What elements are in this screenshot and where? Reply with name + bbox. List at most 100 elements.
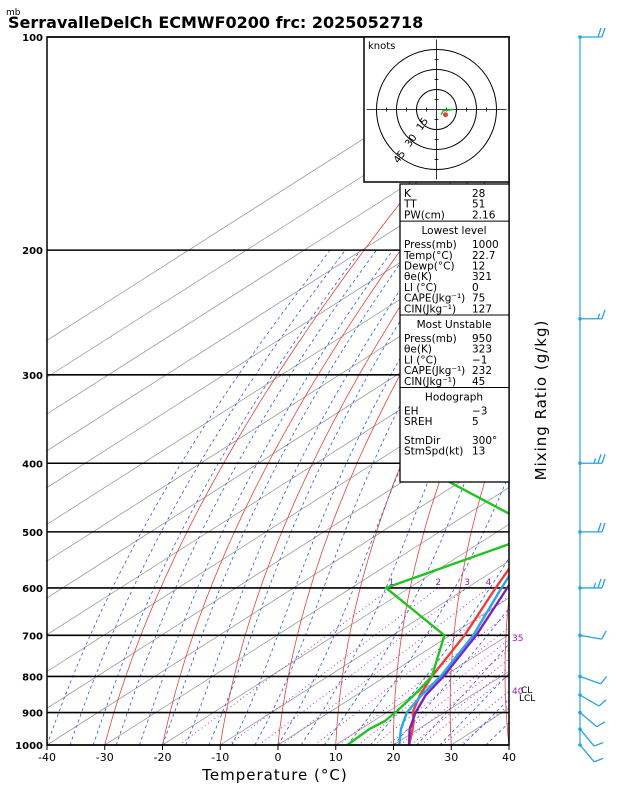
index-value: 1000 xyxy=(472,239,499,251)
index-label: PW(cm) xyxy=(404,209,445,221)
chart-title: SerravalleDelCh ECMWF0200 frc: 202505271… xyxy=(8,13,423,32)
isotherm xyxy=(47,376,509,672)
dry-adiabat xyxy=(162,108,509,745)
wind-barb xyxy=(578,27,606,39)
index-label: CIN(Jkg⁻¹) xyxy=(404,303,456,315)
x-tick-label: 30 xyxy=(444,751,458,764)
dry-adiabat xyxy=(219,149,509,745)
wind-barb xyxy=(578,630,607,640)
x-axis: -40 -30 -20 -10 0 10 20 30 40 xyxy=(38,745,516,764)
isotherm xyxy=(567,37,618,745)
mixing-ratio-line xyxy=(459,704,509,745)
index-label: Temp(°C) xyxy=(403,250,453,262)
indices-section-title: Most Unstable xyxy=(417,319,492,331)
index-label: Press(mb) xyxy=(404,239,457,251)
pressure-unit: mb xyxy=(6,8,21,18)
moist-adiabat xyxy=(462,698,509,745)
index-label: StmSpd(kt) xyxy=(404,446,463,458)
isotherm xyxy=(47,339,509,636)
moist-adiabat xyxy=(508,744,509,745)
index-value: 2.16 xyxy=(472,209,496,221)
moist-adiabat xyxy=(139,249,394,745)
mixing-ratio-label: 3 xyxy=(464,578,470,588)
isotherm xyxy=(47,413,509,709)
profile-line xyxy=(398,574,509,745)
mixing-ratio-line xyxy=(357,627,509,745)
isotherm xyxy=(47,119,509,415)
index-value: 232 xyxy=(472,365,492,377)
background-grid xyxy=(47,37,618,745)
wind-barb xyxy=(578,454,606,466)
wind-barb xyxy=(578,727,604,747)
index-label: Dewp(°C) xyxy=(404,261,455,273)
side-label-40: 40 xyxy=(512,687,524,697)
isotherm xyxy=(47,192,509,488)
indices-section-title: Lowest level xyxy=(421,225,486,237)
index-label: LI (°C) xyxy=(404,354,437,366)
x-tick-label: 40 xyxy=(502,751,516,764)
wind-barb xyxy=(578,710,606,728)
pressure-tick-label: 600 xyxy=(22,584,43,595)
pressure-tick-label: 300 xyxy=(22,371,43,382)
index-value: 13 xyxy=(472,446,485,458)
pressure-tick-label: 100 xyxy=(22,33,43,44)
moist-adiabat xyxy=(254,249,489,745)
mixing-ratio-line xyxy=(228,587,439,745)
mixing-ratio-line xyxy=(441,690,509,745)
index-value: 5 xyxy=(472,416,479,428)
mixing-ratio-label: 4 xyxy=(486,578,492,588)
indices-panel: K 28 TT 51 PW(cm) 2.16 Lowest level Press(mb) 10… xyxy=(399,183,510,483)
index-value: 12 xyxy=(472,261,485,273)
isotherm xyxy=(47,155,509,452)
pressure-tick-label: 700 xyxy=(22,631,43,642)
index-value: 28 xyxy=(472,188,485,200)
indices-frame xyxy=(399,183,510,483)
index-value: 75 xyxy=(472,293,485,305)
index-label: SREH xyxy=(404,416,433,428)
index-value: 51 xyxy=(472,199,485,211)
x-tick-label: 0 xyxy=(275,751,282,764)
pressure-tick-label: 400 xyxy=(22,459,43,470)
dry-adiabat xyxy=(504,592,509,745)
lcl-label: LCL xyxy=(519,694,535,704)
wind-barb xyxy=(578,522,606,534)
x-tick-label: 10 xyxy=(329,751,343,764)
index-label: StmDir xyxy=(404,435,441,447)
mixing-ratio-labels: 1 2 3 4 xyxy=(389,578,492,588)
mixing-ratio-axis-title: Mixing Ratio (g/kg) xyxy=(532,320,550,481)
index-label: θe(K) xyxy=(404,344,432,356)
indices-section-title: Hodograph xyxy=(425,392,483,404)
index-label: CAPE(Jkg⁻¹) xyxy=(404,293,465,305)
index-value: −3 xyxy=(472,406,487,418)
mixing-ratio-label: 2 xyxy=(435,578,441,588)
moist-adiabat xyxy=(185,249,428,745)
index-value: 22.7 xyxy=(472,250,495,262)
mixing-ratio-label: 1 xyxy=(389,578,395,588)
isotherm xyxy=(162,523,509,745)
wind-barb xyxy=(578,674,608,685)
x-tick-label: -10 xyxy=(211,751,229,764)
isotherm xyxy=(47,303,509,599)
hodograph-units: knots xyxy=(368,41,395,52)
index-value: 45 xyxy=(472,376,485,388)
wind-barb xyxy=(578,693,607,707)
index-value: 300° xyxy=(472,435,497,447)
x-tick-label: -20 xyxy=(154,751,172,764)
isotherm xyxy=(47,450,509,745)
dry-adiabat xyxy=(393,318,509,745)
index-label: EH xyxy=(404,406,419,418)
x-tick-label: -30 xyxy=(96,751,114,764)
index-value: −1 xyxy=(472,354,487,366)
pressure-axis: 100 200 300 400 500 600 700 800 900 1000 xyxy=(15,33,43,752)
dry-adiabat xyxy=(104,70,509,745)
moist-adiabat xyxy=(416,643,509,745)
pressure-tick-label: 1000 xyxy=(15,741,43,752)
moist-adiabat xyxy=(69,249,346,745)
isotherm xyxy=(104,487,509,745)
lcl-small-label: CL xyxy=(521,686,532,696)
moist-adiabat xyxy=(115,249,377,745)
index-label: CAPE(Jkg⁻¹) xyxy=(404,365,465,377)
index-value: 950 xyxy=(472,333,492,345)
